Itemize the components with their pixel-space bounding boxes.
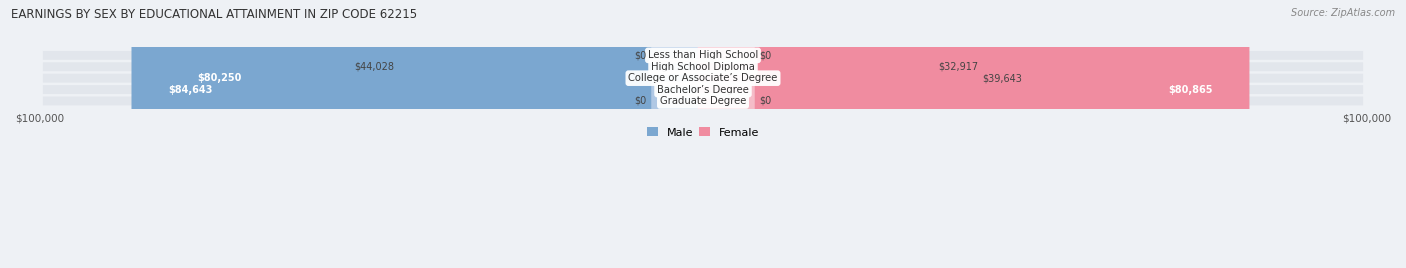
- FancyBboxPatch shape: [42, 51, 1364, 60]
- FancyBboxPatch shape: [697, 0, 755, 268]
- FancyBboxPatch shape: [651, 0, 709, 268]
- Text: Source: ZipAtlas.com: Source: ZipAtlas.com: [1291, 8, 1395, 18]
- Text: $0: $0: [759, 50, 772, 60]
- Text: College or Associate’s Degree: College or Associate’s Degree: [628, 73, 778, 83]
- Text: $32,917: $32,917: [938, 62, 979, 72]
- FancyBboxPatch shape: [693, 0, 931, 268]
- FancyBboxPatch shape: [42, 85, 1364, 94]
- FancyBboxPatch shape: [42, 62, 1364, 71]
- FancyBboxPatch shape: [693, 0, 976, 268]
- Text: $0: $0: [634, 50, 647, 60]
- Text: $80,250: $80,250: [197, 73, 242, 83]
- FancyBboxPatch shape: [693, 0, 1250, 268]
- FancyBboxPatch shape: [42, 74, 1364, 83]
- Text: High School Diploma: High School Diploma: [651, 62, 755, 72]
- Text: $84,643: $84,643: [167, 85, 212, 95]
- Text: $44,028: $44,028: [354, 62, 394, 72]
- Text: EARNINGS BY SEX BY EDUCATIONAL ATTAINMENT IN ZIP CODE 62215: EARNINGS BY SEX BY EDUCATIONAL ATTAINMEN…: [11, 8, 418, 21]
- FancyBboxPatch shape: [697, 0, 755, 268]
- FancyBboxPatch shape: [401, 0, 713, 268]
- Text: Graduate Degree: Graduate Degree: [659, 96, 747, 106]
- FancyBboxPatch shape: [132, 0, 713, 268]
- Text: $0: $0: [634, 96, 647, 106]
- FancyBboxPatch shape: [651, 0, 709, 268]
- FancyBboxPatch shape: [42, 96, 1364, 105]
- Text: $0: $0: [759, 96, 772, 106]
- Text: $80,865: $80,865: [1168, 85, 1213, 95]
- Text: Less than High School: Less than High School: [648, 50, 758, 60]
- Legend: Male, Female: Male, Female: [643, 123, 763, 142]
- FancyBboxPatch shape: [160, 0, 713, 268]
- Text: $39,643: $39,643: [983, 73, 1022, 83]
- Text: Bachelor’s Degree: Bachelor’s Degree: [657, 85, 749, 95]
